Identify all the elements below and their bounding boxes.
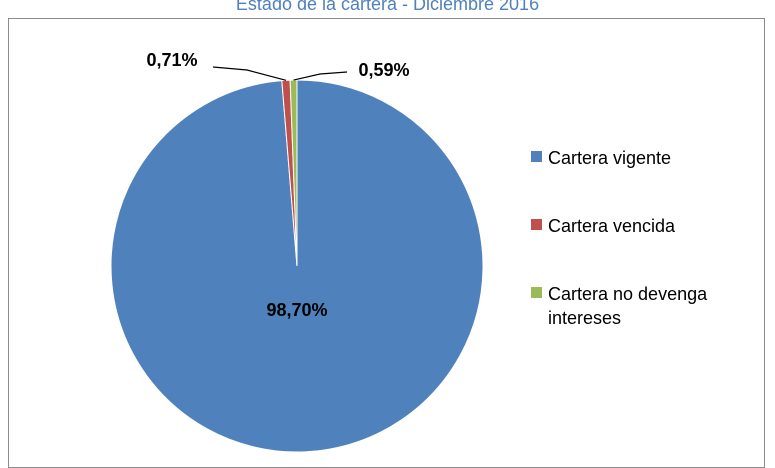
data-label-cartera-no-devenga-intereses: 0,59%: [358, 60, 409, 80]
legend-label-3-line-1: Cartera no devenga: [548, 284, 708, 304]
pie-chart: 98,70% 0,71% 0,59% Cartera vigente Cartera v…: [110, 50, 708, 453]
leader-line-cartera-vencida: [212, 66, 287, 81]
legend-swatch-1: [531, 151, 542, 162]
chart-container: Estado de la cartera - Diciembre 2016 98…: [8, 0, 765, 468]
legend-swatch-3: [531, 287, 542, 298]
data-label-cartera-vencida: 0,71%: [146, 50, 197, 70]
leader-line-cartera-no-devenga-intereses: [293, 71, 348, 81]
legend-label-1: Cartera vigente: [548, 148, 671, 168]
data-label-cartera-vigente: 98,70%: [266, 300, 327, 320]
legend-label-2: Cartera vencida: [548, 216, 676, 236]
chart-title: Estado de la cartera - Diciembre 2016: [235, 0, 540, 14]
legend-swatch-2: [531, 219, 542, 230]
legend-label-3-line-2: intereses: [548, 308, 621, 328]
